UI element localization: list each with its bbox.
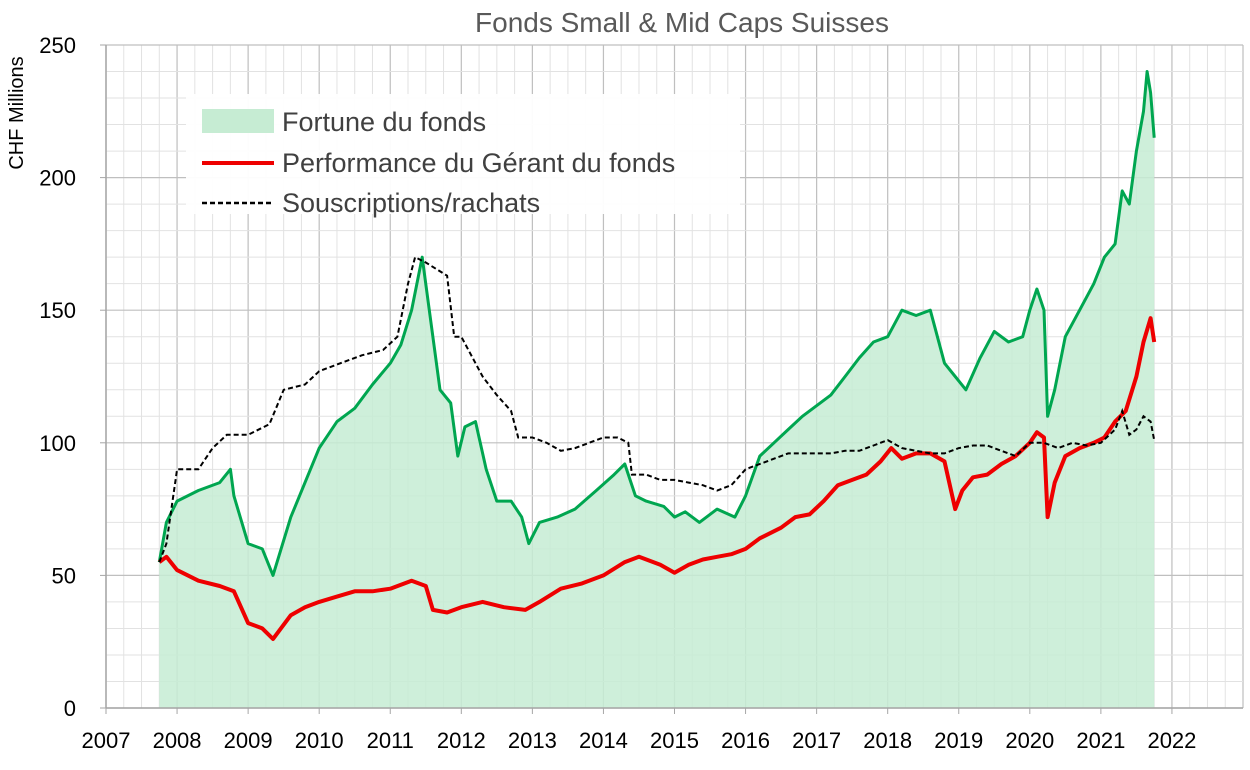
series-area-fill	[159, 71, 1155, 708]
axes: 2007 2008 2009 2010 2011 2012 2013 2014 2015 2016…	[39, 33, 1243, 753]
legend-entry-label: Fortune du fonds	[282, 107, 486, 137]
legend-box	[186, 94, 740, 214]
x-tick-label: 2008	[153, 728, 202, 753]
legend-entry-label: Performance du Gérant du fonds	[282, 148, 675, 178]
x-tick-label: 2020	[1005, 728, 1054, 753]
y-tick-label: 0	[64, 696, 76, 721]
y-axis-label: CHF Millions	[6, 56, 28, 169]
chart-title: Fonds Small & Mid Caps Suisses	[475, 7, 889, 38]
x-tick-label: 2022	[1147, 728, 1196, 753]
x-tick-label: 2007	[82, 728, 131, 753]
x-tick-label: 2015	[650, 728, 699, 753]
x-tick-label: 2009	[224, 728, 273, 753]
x-tick-label: 2018	[863, 728, 912, 753]
x-tick-label: 2011	[367, 728, 414, 753]
legend-swatch-area	[202, 109, 274, 133]
y-tick-label: 50	[52, 563, 76, 588]
series-line-souscriptions	[158, 255, 1156, 563]
x-tick-label: 2010	[295, 728, 344, 753]
x-tick-label: 2012	[437, 728, 486, 753]
series-line-performance	[158, 316, 1157, 641]
x-tick-label: 2021	[1076, 728, 1125, 753]
y-tick-label: 150	[39, 298, 76, 323]
x-tick-label: 2013	[508, 728, 557, 753]
legend: Fortune du fonds Performance du Gérant du…	[186, 94, 740, 218]
y-tick-label: 250	[39, 33, 76, 58]
series-line-fortune	[157, 70, 1156, 577]
plot-area	[157, 70, 1157, 708]
legend-entry-label: Souscriptions/rachats	[282, 188, 540, 218]
x-tick-label: 2019	[934, 728, 983, 753]
x-tick-label: 2014	[579, 728, 628, 753]
x-tick-label: 2017	[792, 728, 841, 753]
y-tick-label: 200	[39, 166, 76, 191]
y-tick-label: 100	[39, 431, 76, 456]
x-tick-label: 2016	[721, 728, 770, 753]
